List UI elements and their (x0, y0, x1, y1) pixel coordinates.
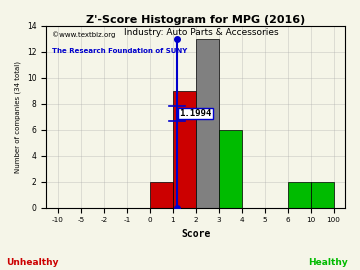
Text: Unhealthy: Unhealthy (6, 258, 59, 267)
Bar (311, 181, 333, 208)
Bar (150, 181, 173, 208)
Text: Healthy: Healthy (308, 258, 347, 267)
Bar (288, 181, 311, 208)
Y-axis label: Number of companies (34 total): Number of companies (34 total) (15, 61, 22, 173)
X-axis label: Score: Score (181, 229, 210, 239)
Bar (196, 39, 219, 208)
Bar (219, 130, 242, 208)
Text: Industry: Auto Parts & Accessories: Industry: Auto Parts & Accessories (124, 28, 279, 37)
Text: 1.1994: 1.1994 (179, 109, 211, 118)
Bar (173, 91, 196, 208)
Text: The Research Foundation of SUNY: The Research Foundation of SUNY (52, 48, 188, 53)
Text: ©www.textbiz.org: ©www.textbiz.org (52, 31, 116, 38)
Title: Z'-Score Histogram for MPG (2016): Z'-Score Histogram for MPG (2016) (86, 15, 305, 25)
